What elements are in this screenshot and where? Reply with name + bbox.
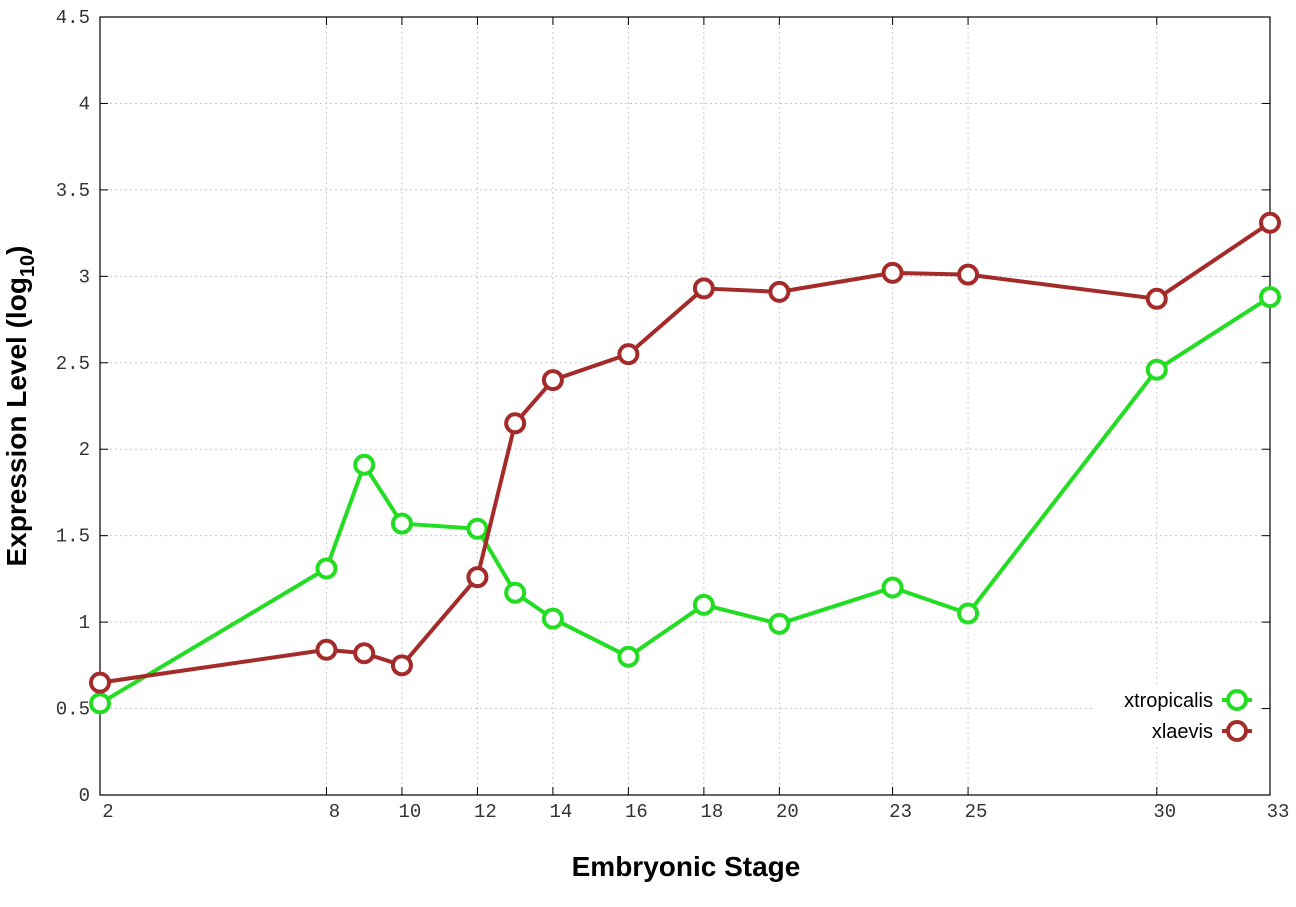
data-point xyxy=(1145,287,1168,310)
y-tick-label: 0 xyxy=(79,785,90,807)
data-point xyxy=(692,277,715,300)
legend-marker xyxy=(1226,689,1248,711)
data-point xyxy=(957,263,980,286)
data-point xyxy=(768,612,791,635)
y-axis-title-end: ) xyxy=(1,246,32,255)
x-tick-label: 16 xyxy=(625,801,648,823)
data-point xyxy=(353,453,376,476)
y-tick-label: 4 xyxy=(79,93,90,115)
data-point xyxy=(881,261,904,284)
data-point xyxy=(1145,358,1168,381)
y-tick-label: 3.5 xyxy=(56,180,90,202)
data-point xyxy=(768,280,791,303)
x-tick-label: 8 xyxy=(329,801,340,823)
data-point xyxy=(466,566,489,589)
data-point xyxy=(957,602,980,625)
data-point xyxy=(504,412,527,435)
y-tick-label: 1 xyxy=(79,612,90,634)
legend-marker xyxy=(1226,720,1248,742)
data-point xyxy=(504,581,527,604)
x-tick-label: 30 xyxy=(1153,801,1176,823)
y-tick-label: 2 xyxy=(79,439,90,461)
data-point xyxy=(390,654,413,677)
data-point xyxy=(315,638,338,661)
data-point xyxy=(315,557,338,580)
y-tick-label: 2.5 xyxy=(56,353,90,375)
x-tick-label: 18 xyxy=(700,801,723,823)
data-point xyxy=(353,642,376,665)
series-line xyxy=(98,295,1272,706)
data-point xyxy=(89,671,111,694)
data-point xyxy=(1259,286,1281,309)
x-tick-label: 23 xyxy=(889,801,912,823)
data-point xyxy=(390,512,413,535)
legend-label: xtropicalis xyxy=(1124,690,1213,712)
data-point xyxy=(541,369,564,392)
data-point xyxy=(466,517,489,540)
x-tick-label: 10 xyxy=(399,801,422,823)
x-tick-label: 20 xyxy=(776,801,799,823)
data-point xyxy=(617,343,640,366)
plot-frame xyxy=(99,16,1271,796)
legend-label: xlaevis xyxy=(1152,721,1213,743)
x-tick-label: 25 xyxy=(965,801,988,823)
x-tick-label: 12 xyxy=(474,801,497,823)
data-point xyxy=(881,576,904,599)
x-axis-title: Embryonic Stage xyxy=(572,851,801,882)
x-tick-label: 2 xyxy=(102,801,113,823)
y-tick-label: 1.5 xyxy=(56,526,90,548)
y-axis-title-main: Expression Level (log xyxy=(1,277,32,566)
x-tick-label: 33 xyxy=(1267,801,1290,823)
y-tick-label: 0.5 xyxy=(56,699,90,721)
data-point xyxy=(89,692,111,715)
y-axis-title: Expression Level (log10) xyxy=(1,246,39,567)
y-tick-label: 3 xyxy=(79,266,90,288)
data-point xyxy=(1259,211,1281,234)
data-point xyxy=(541,607,564,630)
data-point xyxy=(692,593,715,616)
y-tick-label: 4.5 xyxy=(56,7,90,29)
data-point xyxy=(617,645,640,668)
x-tick-label: 14 xyxy=(549,801,572,823)
y-axis-title-subscript: 10 xyxy=(17,255,39,277)
